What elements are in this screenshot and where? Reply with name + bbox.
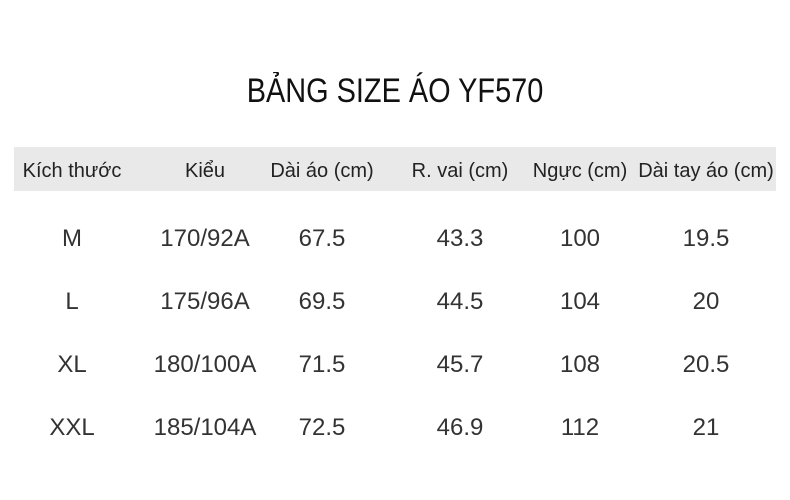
table-cell: 112 (560, 414, 600, 441)
table-cell: 69.5 (298, 288, 346, 315)
table-cell: 19.5 (682, 225, 730, 252)
table-cell: 71.5 (298, 351, 346, 378)
table-cell: 20 (692, 288, 720, 315)
table-cell: 185/104A (153, 414, 257, 441)
table-cell: 180/100A (153, 351, 257, 378)
table-cell: 170/92A (160, 225, 250, 252)
table-cell: M (62, 225, 82, 252)
table-cell: 20.5 (682, 351, 730, 378)
header-row (14, 147, 776, 191)
table-cell: 72.5 (298, 414, 346, 441)
title: BẢNG SIZE ÁO YF570 (246, 72, 544, 110)
header-cell: Ngực (cm) (532, 160, 628, 182)
table-cell: 21 (692, 414, 720, 441)
table-cell: 45.7 (436, 351, 484, 378)
header-cell: Dài tay áo (cm) (638, 160, 774, 182)
table-cell: XL (57, 351, 87, 378)
table-cell: 43.3 (436, 225, 484, 252)
header-cell: Kích thước (22, 160, 122, 182)
table-cell: 175/96A (160, 288, 250, 315)
table-cell: 67.5 (298, 225, 346, 252)
header-cell: Kiểu (184, 160, 226, 182)
table-cell: L (65, 288, 79, 315)
table-cell: 100 (559, 225, 601, 252)
header-cell: Dài áo (cm) (270, 160, 374, 182)
table-cell: 108 (559, 351, 601, 378)
header-cell: R. vai (cm) (411, 160, 509, 182)
table-cell: 44.5 (436, 288, 484, 315)
table-cell: 46.9 (436, 414, 484, 441)
table-cell: XXL (49, 414, 95, 441)
table-cell: 104 (559, 288, 601, 315)
